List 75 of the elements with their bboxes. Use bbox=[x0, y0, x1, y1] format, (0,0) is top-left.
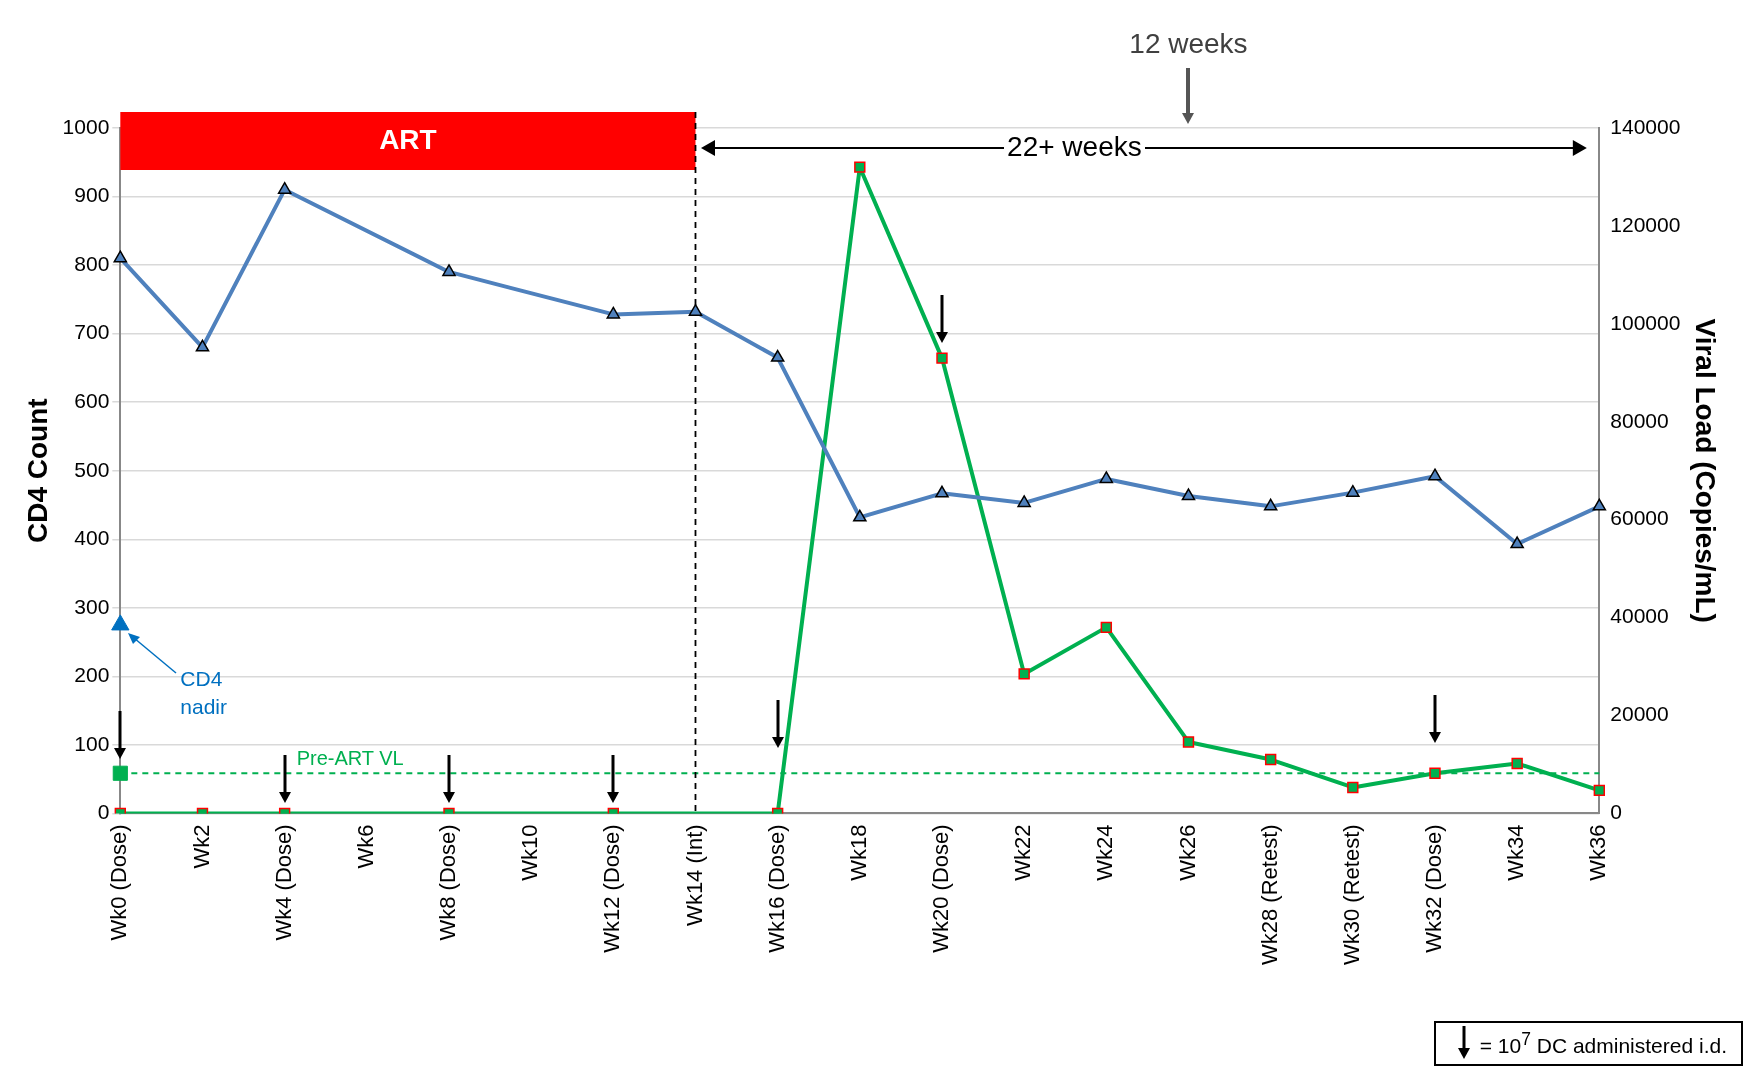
annotation: CD4 nadir bbox=[180, 665, 228, 720]
x-tick-label: Wk12 (Dose) bbox=[599, 824, 625, 953]
point bbox=[1017, 495, 1031, 508]
point bbox=[1181, 488, 1196, 501]
x-tick-label: Wk2 bbox=[188, 824, 214, 869]
point bbox=[1263, 498, 1278, 511]
y-tick-label: 100 bbox=[74, 731, 110, 755]
x-tick-label: Wk8 (Dose) bbox=[435, 824, 461, 941]
y-tick-label: 200 bbox=[74, 663, 110, 687]
y2-tick-label: 80000 bbox=[1610, 408, 1669, 432]
y2-tick-label: 140000 bbox=[1610, 114, 1681, 138]
point bbox=[770, 349, 785, 362]
text: 12 weeks bbox=[1128, 28, 1249, 60]
y-tick-label: 700 bbox=[74, 320, 110, 344]
point bbox=[1511, 757, 1523, 770]
x-tick-label: Wk16 (Dose) bbox=[763, 824, 789, 953]
point bbox=[1428, 468, 1442, 481]
x-tick-label: Wk14 (Int) bbox=[681, 824, 707, 926]
y2-tick-label: 120000 bbox=[1610, 212, 1681, 236]
point bbox=[1182, 736, 1195, 748]
point bbox=[442, 264, 456, 277]
y-tick-label: 300 bbox=[74, 594, 110, 618]
point bbox=[195, 339, 210, 352]
y-axis-title: CD4 Count bbox=[21, 398, 53, 544]
point bbox=[853, 509, 867, 522]
y2-tick-label: 40000 bbox=[1610, 604, 1669, 628]
x-tick-label: Wk18 bbox=[845, 824, 871, 881]
x-tick-label: Wk24 bbox=[1092, 824, 1118, 881]
point bbox=[1346, 484, 1360, 497]
y2-tick-label: 100000 bbox=[1610, 310, 1681, 334]
point bbox=[1018, 668, 1030, 680]
y2-axis-title: Viral Load (Copies/mL) bbox=[1690, 318, 1722, 623]
ref-line-label: Pre-ART VL bbox=[296, 746, 404, 769]
y2-tick-label: 20000 bbox=[1610, 702, 1669, 726]
x-tick-label: Wk26 bbox=[1174, 824, 1200, 881]
point bbox=[1347, 781, 1359, 794]
x-tick-label: Wk10 bbox=[517, 824, 543, 881]
x-tick-label: Wk6 bbox=[352, 824, 378, 869]
x-tick-label: Wk22 bbox=[1010, 824, 1036, 881]
x-tick-label: Wk36 bbox=[1585, 824, 1611, 881]
point bbox=[935, 485, 949, 498]
point bbox=[112, 765, 128, 781]
point bbox=[1429, 767, 1441, 779]
x-tick-label: Wk34 bbox=[1503, 824, 1529, 881]
x-tick-label: Wk32 (Dose) bbox=[1421, 824, 1447, 953]
point bbox=[1264, 753, 1277, 766]
x-tick-label: Wk4 (Dose) bbox=[270, 824, 296, 941]
y-tick-label: 0 bbox=[97, 800, 110, 824]
y-tick-label: 900 bbox=[74, 183, 110, 207]
point bbox=[606, 306, 621, 319]
y-tick-label: 400 bbox=[74, 526, 110, 550]
text: = 10$^{7}$ DC administered i.d. bbox=[1479, 1029, 1727, 1057]
point bbox=[936, 352, 948, 364]
y2-tick-label: 60000 bbox=[1610, 506, 1669, 530]
point bbox=[277, 181, 292, 194]
point bbox=[1100, 621, 1113, 634]
point bbox=[111, 614, 130, 631]
y-tick-label: 500 bbox=[74, 457, 110, 481]
point bbox=[1593, 784, 1606, 797]
point bbox=[688, 303, 703, 316]
y-tick-label: 1000 bbox=[62, 114, 110, 138]
x-tick-label: Wk20 (Dose) bbox=[928, 824, 954, 953]
x-tick-label: Wk0 (Dose) bbox=[106, 824, 132, 941]
point bbox=[1099, 471, 1114, 484]
annotation: 22+ weeks bbox=[1004, 131, 1145, 162]
point bbox=[1592, 498, 1607, 511]
band-label: ART bbox=[379, 123, 437, 155]
y-tick-label: 600 bbox=[74, 388, 110, 412]
point bbox=[113, 250, 128, 263]
point bbox=[854, 161, 866, 173]
x-tick-label: Wk30 (Retest) bbox=[1338, 824, 1364, 966]
x-tick-label: Wk28 (Retest) bbox=[1256, 824, 1282, 966]
point bbox=[1510, 536, 1524, 549]
y2-tick-label: 0 bbox=[1610, 800, 1623, 824]
y-tick-label: 800 bbox=[74, 251, 110, 275]
